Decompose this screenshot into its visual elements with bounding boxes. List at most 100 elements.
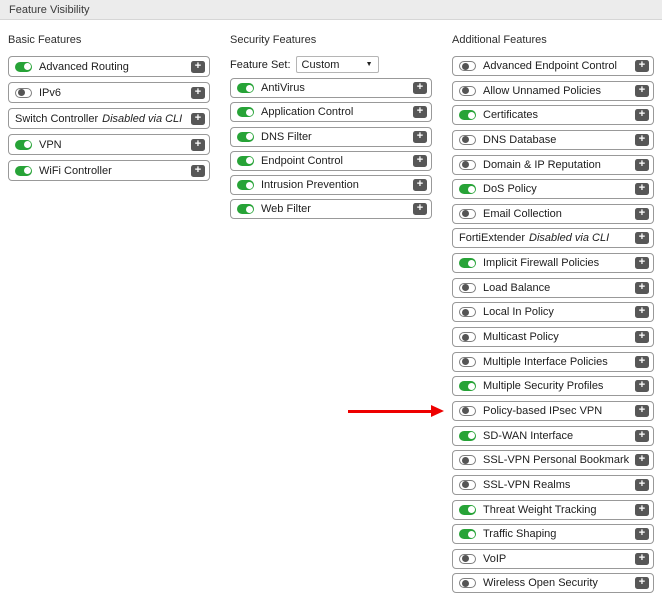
expand-plus-icon[interactable]: + [635, 306, 649, 319]
expand-plus-icon[interactable]: + [635, 84, 649, 97]
expand-plus-icon[interactable]: + [635, 429, 649, 442]
expand-plus-icon[interactable]: + [635, 257, 649, 270]
expand-plus-icon[interactable]: + [635, 577, 649, 590]
toggle-knob [467, 185, 475, 193]
feature-row: SSL-VPN Personal Bookmark + [452, 450, 654, 471]
expand-plus-icon[interactable]: + [191, 138, 205, 151]
toggle-knob [461, 555, 469, 563]
toggle-knob [461, 456, 469, 464]
feature-label: Threat Weight Tracking [483, 503, 597, 516]
feature-row: Domain & IP Reputation + [452, 154, 654, 175]
expand-plus-icon[interactable]: + [191, 60, 205, 73]
toggle-switch[interactable] [459, 504, 476, 515]
expand-plus-icon[interactable]: + [413, 179, 427, 192]
feature-row: IPv6 + [8, 82, 210, 103]
feature-label: Advanced Routing [39, 60, 129, 73]
toggle-switch[interactable] [15, 61, 32, 72]
expand-plus-icon[interactable]: + [635, 552, 649, 565]
toggle-switch[interactable] [459, 61, 476, 71]
expand-plus-icon[interactable]: + [635, 404, 649, 417]
toggle-switch[interactable] [459, 282, 476, 293]
toggle-knob [461, 579, 469, 587]
toggle-switch[interactable] [459, 356, 476, 367]
toggle-switch[interactable] [459, 553, 476, 564]
expand-plus-icon[interactable]: + [635, 355, 649, 368]
feature-set-dropdown[interactable]: Custom ▼ [295, 56, 379, 73]
expand-plus-icon[interactable]: + [413, 154, 427, 167]
toggle-switch[interactable] [459, 110, 476, 121]
expand-plus-icon[interactable]: + [635, 158, 649, 171]
feature-row: Email Collection + [452, 203, 654, 224]
toggle-switch[interactable] [237, 83, 254, 93]
toggle-switch[interactable] [459, 208, 476, 219]
toggle-switch[interactable] [237, 155, 254, 166]
toggle-switch[interactable] [237, 204, 254, 215]
toggle-switch[interactable] [15, 165, 32, 176]
expand-plus-icon[interactable]: + [635, 281, 649, 294]
feature-row: Endpoint Control + [230, 150, 432, 171]
expand-plus-icon[interactable]: + [635, 528, 649, 541]
feature-row: Threat Weight Tracking + [452, 499, 654, 520]
toggle-switch[interactable] [459, 332, 476, 343]
expand-plus-icon[interactable]: + [191, 112, 205, 125]
expand-plus-icon[interactable]: + [635, 207, 649, 220]
toggle-switch[interactable] [459, 184, 476, 195]
feature-label: Traffic Shaping [483, 528, 557, 541]
toggle-switch[interactable] [459, 381, 476, 392]
expand-plus-icon[interactable]: + [635, 232, 649, 245]
feature-row: Implicit Firewall Policies + [452, 253, 654, 274]
security-features-heading: Security Features [230, 34, 317, 46]
expand-plus-icon[interactable]: + [413, 130, 427, 143]
toggle-switch[interactable] [459, 258, 476, 269]
expand-plus-icon[interactable]: + [635, 331, 649, 344]
feature-row: Application Control + [230, 102, 432, 123]
expand-plus-icon[interactable]: + [635, 478, 649, 491]
toggle-switch[interactable] [459, 307, 476, 318]
expand-plus-icon[interactable]: + [413, 106, 427, 119]
expand-plus-icon[interactable]: + [635, 503, 649, 516]
expand-plus-icon[interactable]: + [635, 183, 649, 196]
feature-row: Switch Controller Disabled via CLI + [8, 108, 210, 129]
toggle-knob [461, 161, 469, 169]
toggle-switch[interactable] [237, 180, 254, 191]
expand-plus-icon[interactable]: + [191, 164, 205, 177]
basic-features-column: Basic Features Advanced Routing + IPv6 +… [8, 34, 210, 186]
expand-plus-icon[interactable]: + [635, 109, 649, 122]
expand-plus-icon[interactable]: + [413, 82, 427, 94]
toggle-switch[interactable] [459, 455, 476, 466]
toggle-switch[interactable] [237, 131, 254, 142]
toggle-knob [23, 167, 31, 174]
toggle-switch[interactable] [459, 405, 476, 416]
feature-label: SD-WAN Interface [483, 429, 574, 442]
toggle-switch[interactable] [459, 134, 476, 145]
feature-cli-note: Disabled via CLI [102, 112, 183, 125]
feature-label: DNS Filter [261, 130, 312, 143]
page-title-bar: Feature Visibility [0, 0, 662, 20]
additional-features-heading: Additional Features [452, 34, 547, 46]
toggle-switch[interactable] [15, 87, 32, 98]
expand-plus-icon[interactable]: + [635, 133, 649, 146]
toggle-knob [467, 432, 475, 440]
toggle-switch[interactable] [459, 85, 476, 96]
toggle-switch[interactable] [237, 107, 254, 118]
expand-plus-icon[interactable]: + [635, 60, 649, 72]
feature-set-row: Feature Set: Custom ▼ [230, 56, 432, 73]
feature-row: DoS Policy + [452, 179, 654, 200]
toggle-knob [245, 84, 253, 92]
expand-plus-icon[interactable]: + [635, 380, 649, 393]
toggle-knob [245, 181, 253, 189]
toggle-switch[interactable] [459, 479, 476, 490]
toggle-switch[interactable] [459, 578, 476, 589]
toggle-switch[interactable] [459, 159, 476, 170]
toggle-switch[interactable] [15, 139, 32, 150]
toggle-switch[interactable] [459, 430, 476, 441]
expand-plus-icon[interactable]: + [191, 86, 205, 99]
expand-plus-icon[interactable]: + [413, 203, 427, 216]
expand-plus-icon[interactable]: + [635, 454, 649, 467]
feature-label: VPN [39, 138, 62, 151]
security-features-column: Security Features Feature Set: Custom ▼ … [230, 34, 432, 224]
toggle-switch[interactable] [459, 529, 476, 540]
toggle-knob [461, 62, 469, 70]
feature-label: Domain & IP Reputation [483, 158, 601, 171]
toggle-knob [461, 407, 469, 415]
